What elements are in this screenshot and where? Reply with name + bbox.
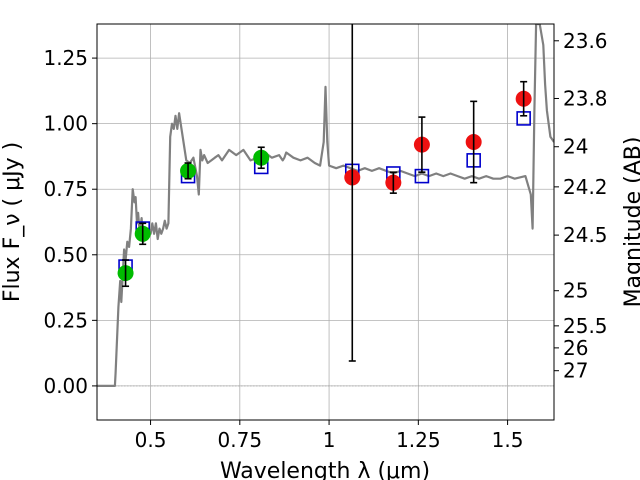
right-tick-label: 25.5 <box>563 314 608 338</box>
y-tick-label: 0.25 <box>43 308 88 332</box>
y-tick-label: 1.25 <box>43 46 88 70</box>
x-tick-label: 1 <box>323 428 336 452</box>
marker-layer <box>117 24 532 362</box>
model-sed-line-layer <box>97 24 554 387</box>
y-axis-label: Flux F_ν ( μJy ) <box>0 142 25 302</box>
right-tick-label: 23.8 <box>563 86 608 110</box>
x-tick-label: 0.5 <box>135 428 167 452</box>
plot-frame <box>96 23 555 421</box>
tick-layer: 0.5 0.75 1 1.25 1.5 0.00 0.25 0.50 0.75 1.00 1.25 2… <box>43 29 607 452</box>
right-tick-label: 24 <box>563 135 588 159</box>
x-tick-label: 1.25 <box>396 428 441 452</box>
y-tick-label: 1.00 <box>43 112 88 136</box>
y-tick-label: 0.00 <box>43 374 88 398</box>
right-tick-label: 26 <box>563 336 588 360</box>
y-tick-label: 0.75 <box>43 177 88 201</box>
y-axis-label-right: Magnitude (AB) <box>621 137 640 308</box>
right-tick-label: 24.5 <box>563 223 608 247</box>
x-axis-label: Wavelength λ (μm) <box>220 459 430 480</box>
x-tick-label: 0.75 <box>218 428 263 452</box>
model-sed-line <box>97 24 554 387</box>
right-tick-label: 27 <box>563 359 588 383</box>
right-tick-label: 25 <box>563 279 588 303</box>
y-tick-label: 0.50 <box>43 243 88 267</box>
grid-lines <box>97 24 554 420</box>
right-tick-label: 23.6 <box>563 29 608 53</box>
right-tick-label: 24.2 <box>563 175 608 199</box>
x-tick-label: 1.5 <box>492 428 524 452</box>
